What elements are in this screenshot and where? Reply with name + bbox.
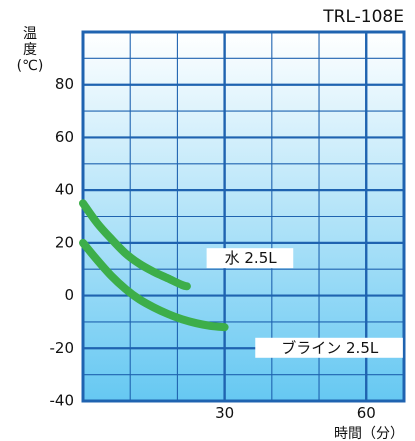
x-axis-label: 時間（分）	[334, 426, 404, 441]
series-line-1	[79, 238, 229, 332]
annotation-box	[206, 248, 294, 269]
y-tick-label: -40	[50, 392, 75, 410]
y-tick-label: 20	[55, 233, 74, 251]
plot-frame	[81, 30, 406, 403]
chart-title: TRL-108E	[322, 7, 404, 27]
x-tick-label: 30	[215, 404, 234, 422]
annotations: 水 2.5L ブライン 2.5L	[206, 248, 403, 358]
y-tick-label: 0	[64, 286, 74, 304]
tick-labels: 80 60 40 20 0 -20 -40 30 60	[50, 75, 376, 422]
annotation-label: 水 2.5L	[225, 249, 278, 267]
y-tick-label: 60	[55, 128, 74, 146]
y-tick-label: 40	[55, 181, 74, 199]
y-tick-label: -20	[50, 339, 75, 357]
annotation-0: 水 2.5L	[206, 248, 294, 269]
annotation-1: ブライン 2.5L	[255, 337, 403, 358]
x-tick-label: 60	[357, 404, 376, 422]
y-tick-label: 80	[55, 75, 74, 93]
data-series	[79, 199, 229, 332]
annotation-box	[255, 337, 403, 358]
y-axis-label: 温度(℃)	[17, 26, 44, 74]
annotation-label: ブライン 2.5L	[281, 339, 379, 357]
series-line-0	[79, 199, 191, 291]
